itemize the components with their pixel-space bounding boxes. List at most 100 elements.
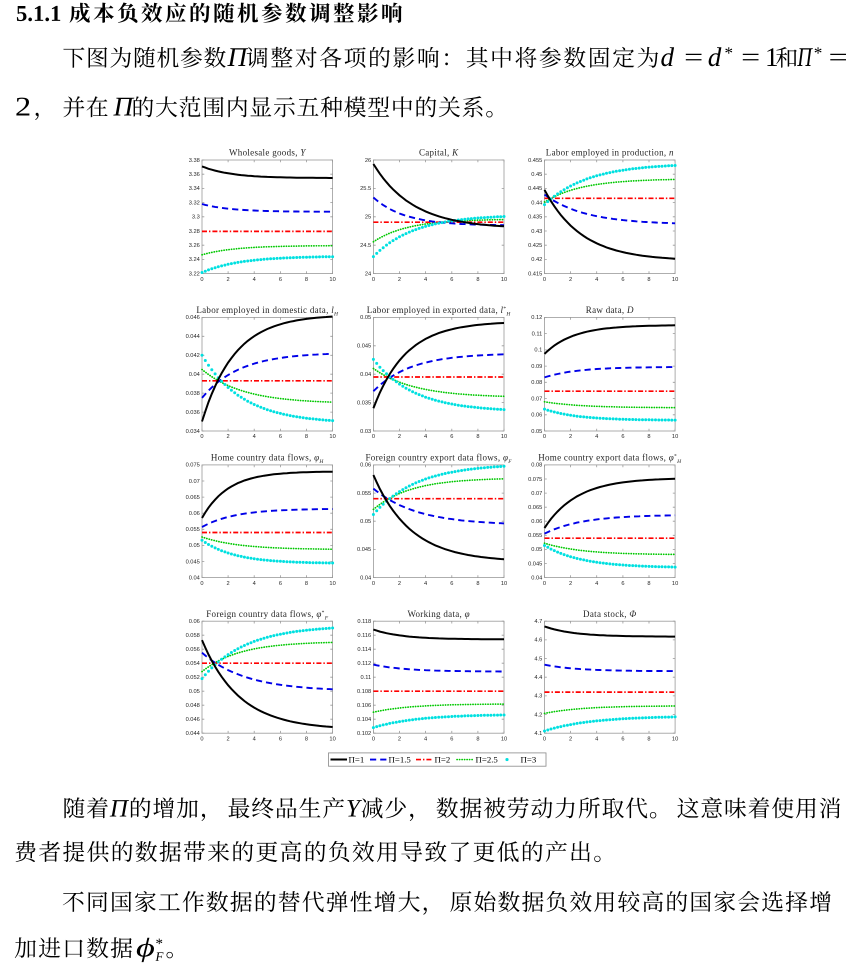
svg-text:10: 10 [329,277,335,283]
svg-text:4.3: 4.3 [534,694,542,700]
svg-text:0.05: 0.05 [531,547,542,553]
svg-text:6: 6 [279,581,282,587]
svg-text:3.3: 3.3 [192,215,200,221]
svg-text:6: 6 [450,581,453,587]
svg-text:2: 2 [227,277,230,283]
svg-text:10: 10 [672,277,678,283]
svg-text:3.22: 3.22 [189,271,200,277]
svg-text:0.048: 0.048 [186,703,200,709]
svg-text:8: 8 [476,434,479,440]
svg-text:8: 8 [305,736,308,742]
svg-text:3.36: 3.36 [189,172,200,178]
svg-text:0.055: 0.055 [528,533,542,539]
svg-text:0.104: 0.104 [357,717,371,723]
svg-text:0: 0 [200,277,203,283]
svg-text:0.07: 0.07 [189,479,200,485]
svg-text:4: 4 [424,277,427,283]
svg-text:Π=3: Π=3 [521,755,537,765]
svg-text:4: 4 [595,581,598,587]
svg-text:0.05: 0.05 [189,689,200,695]
svg-text:6: 6 [279,736,282,742]
svg-text:0.108: 0.108 [357,689,371,695]
svg-text:8: 8 [305,434,308,440]
svg-text:10: 10 [501,434,507,440]
svg-text:25.5: 25.5 [360,186,371,192]
svg-text:Foreign country data flows, φ*: Foreign country data flows, φ*F [206,609,328,622]
svg-text:0.06: 0.06 [531,519,542,525]
svg-text:6: 6 [621,434,624,440]
svg-text:8: 8 [647,277,650,283]
svg-text:10: 10 [329,736,335,742]
svg-text:4.5: 4.5 [534,656,542,662]
svg-text:0.07: 0.07 [531,491,542,497]
svg-text:0.046: 0.046 [186,315,200,321]
svg-text:0.058: 0.058 [186,633,200,639]
svg-text:0.445: 0.445 [528,186,542,192]
svg-text:Π=2.5: Π=2.5 [476,755,499,765]
svg-text:0: 0 [200,736,203,742]
svg-text:2: 2 [569,581,572,587]
svg-text:0: 0 [543,277,546,283]
svg-text:26: 26 [365,158,371,164]
svg-text:0.06: 0.06 [531,413,542,419]
svg-text:3.26: 3.26 [189,243,200,249]
svg-text:Home country export data flows: Home country export data flows, φ*H [538,453,682,466]
svg-text:2: 2 [227,736,230,742]
svg-text:0.06: 0.06 [360,463,371,469]
svg-text:6: 6 [621,581,624,587]
svg-text:8: 8 [647,581,650,587]
svg-text:4.2: 4.2 [534,712,542,718]
svg-text:3.38: 3.38 [189,158,200,164]
svg-text:3.32: 3.32 [189,200,200,206]
svg-text:0.045: 0.045 [186,559,200,565]
svg-text:Wholesale goods, Y: Wholesale goods, Y [229,148,306,158]
svg-text:Foreign country export data fl: Foreign country export data flows, φF [365,453,512,466]
svg-text:2: 2 [398,736,401,742]
svg-text:Π=2: Π=2 [435,755,451,765]
svg-text:0.075: 0.075 [528,477,542,483]
svg-text:0.116: 0.116 [357,633,371,639]
svg-text:10: 10 [501,277,507,283]
svg-text:4.7: 4.7 [534,619,542,625]
svg-text:8: 8 [476,277,479,283]
svg-text:Π=1: Π=1 [349,755,365,765]
svg-text:0.036: 0.036 [186,410,200,416]
svg-text:3.24: 3.24 [189,257,200,263]
svg-text:6: 6 [621,736,624,742]
svg-text:4: 4 [253,434,256,440]
svg-text:0.034: 0.034 [186,429,200,435]
svg-text:2: 2 [569,736,572,742]
svg-text:0: 0 [372,736,375,742]
svg-text:Working data, φ: Working data, φ [407,609,470,619]
svg-text:8: 8 [647,736,650,742]
svg-text:8: 8 [305,277,308,283]
svg-text:4: 4 [424,581,427,587]
svg-text:4.6: 4.6 [534,638,542,644]
svg-text:4.4: 4.4 [534,675,542,681]
svg-text:0.455: 0.455 [528,158,542,164]
svg-text:8: 8 [305,581,308,587]
svg-text:0.075: 0.075 [186,463,200,469]
svg-text:4: 4 [253,277,256,283]
svg-text:0.1: 0.1 [534,348,542,354]
svg-text:0.055: 0.055 [357,491,371,497]
svg-text:4: 4 [595,277,598,283]
svg-text:0.102: 0.102 [357,731,371,737]
svg-text:3.34: 3.34 [189,186,200,192]
svg-text:0.054: 0.054 [186,661,200,667]
svg-text:0.038: 0.038 [186,391,200,397]
svg-text:0.065: 0.065 [186,495,200,501]
svg-text:0.045: 0.045 [357,344,371,350]
svg-text:3.28: 3.28 [189,229,200,235]
svg-text:0: 0 [200,581,203,587]
svg-text:10: 10 [672,581,678,587]
svg-text:0.044: 0.044 [186,334,200,340]
svg-text:0.09: 0.09 [531,364,542,370]
svg-text:8: 8 [647,434,650,440]
svg-text:2: 2 [227,434,230,440]
svg-text:2: 2 [227,581,230,587]
svg-text:0: 0 [372,581,375,587]
svg-text:0.05: 0.05 [531,429,542,435]
svg-text:0: 0 [372,277,375,283]
svg-text:0: 0 [200,434,203,440]
